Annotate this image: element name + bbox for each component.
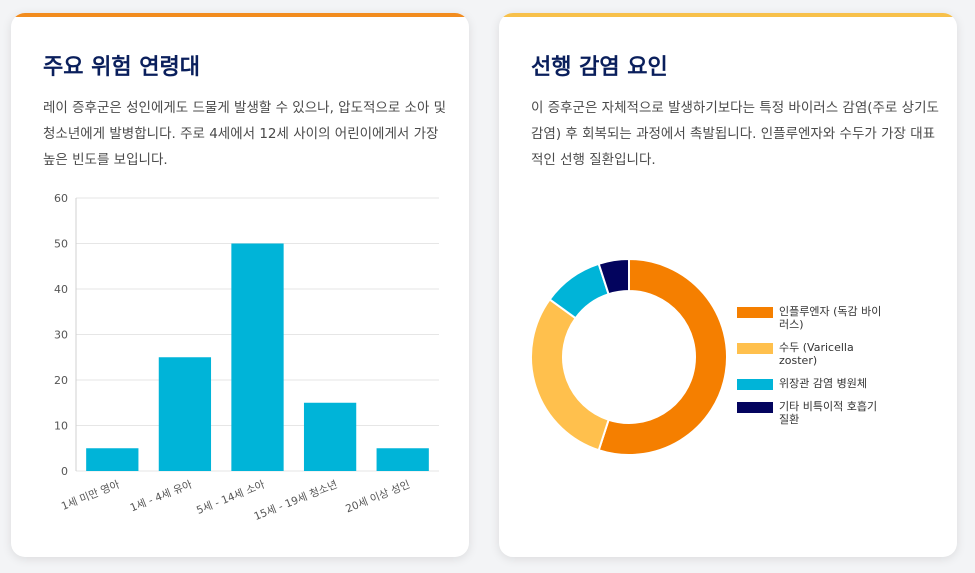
y-tick-label: 30 <box>54 329 68 342</box>
x-category-label: 15세 - 19세 청소년 <box>252 479 339 523</box>
infection-donut-chart <box>530 257 728 456</box>
legend-item: 수두 (Varicella zoster) <box>737 341 937 367</box>
x-category-label: 1세 - 4세 유아 <box>129 479 195 515</box>
bar <box>158 357 212 471</box>
donut-legend: 인플루엔자 (독감 바이러스) 수두 (Varicella zoster) 위장관 … <box>737 305 937 436</box>
y-tick-label: 20 <box>54 374 68 387</box>
legend-label: 인플루엔자 (독감 바이러스) <box>779 305 882 331</box>
infection-card-description: 이 증후군은 자체적으로 발생하기보다는 특정 바이러스 감염(주로 상기도 감… <box>531 100 939 168</box>
age-risk-card: 주요 위험 연령대 레이 증후군은 성인에게도 드물게 발생할 수 있으나, 압… <box>11 13 469 557</box>
donut-slice <box>530 297 610 452</box>
legend-label: 기타 비특이적 호흡기 질환 <box>779 400 878 426</box>
bar <box>303 402 357 471</box>
x-category-label: 20세 이상 성인 <box>344 479 412 516</box>
y-tick-label: 60 <box>54 192 68 205</box>
legend-label: 위장관 감염 병원체 <box>779 377 867 390</box>
age-card-title: 주요 위험 연령대 <box>43 55 200 80</box>
bar <box>231 243 284 471</box>
infection-factor-card: 선행 감염 요인 이 증후군은 자체적으로 발생하기보다는 특정 바이러스 감염… <box>499 13 957 557</box>
legend-swatch <box>737 343 773 354</box>
age-card-description: 레이 증후군은 성인에게도 드물게 발생할 수 있으나, 압도적으로 소아 및 … <box>43 100 447 168</box>
legend-label: 수두 (Varicella zoster) <box>779 341 854 367</box>
legend-item: 인플루엔자 (독감 바이러스) <box>737 305 937 331</box>
bar <box>376 448 429 471</box>
legend-swatch <box>737 402 773 413</box>
y-tick-label: 10 <box>54 420 68 433</box>
legend-item: 위장관 감염 병원체 <box>737 377 937 390</box>
y-tick-label: 40 <box>54 283 68 296</box>
infection-card-title: 선행 감염 요인 <box>531 55 668 80</box>
y-tick-label: 0 <box>61 465 68 478</box>
legend-swatch <box>737 379 773 390</box>
legend-swatch <box>737 307 773 318</box>
donut-slice <box>597 257 728 456</box>
legend-item: 기타 비특이적 호흡기 질환 <box>737 400 937 426</box>
x-category-label: 1세 미만 영아 <box>60 479 122 513</box>
donut-slice <box>597 257 630 296</box>
y-tick-label: 50 <box>54 238 68 251</box>
bar <box>86 448 139 471</box>
